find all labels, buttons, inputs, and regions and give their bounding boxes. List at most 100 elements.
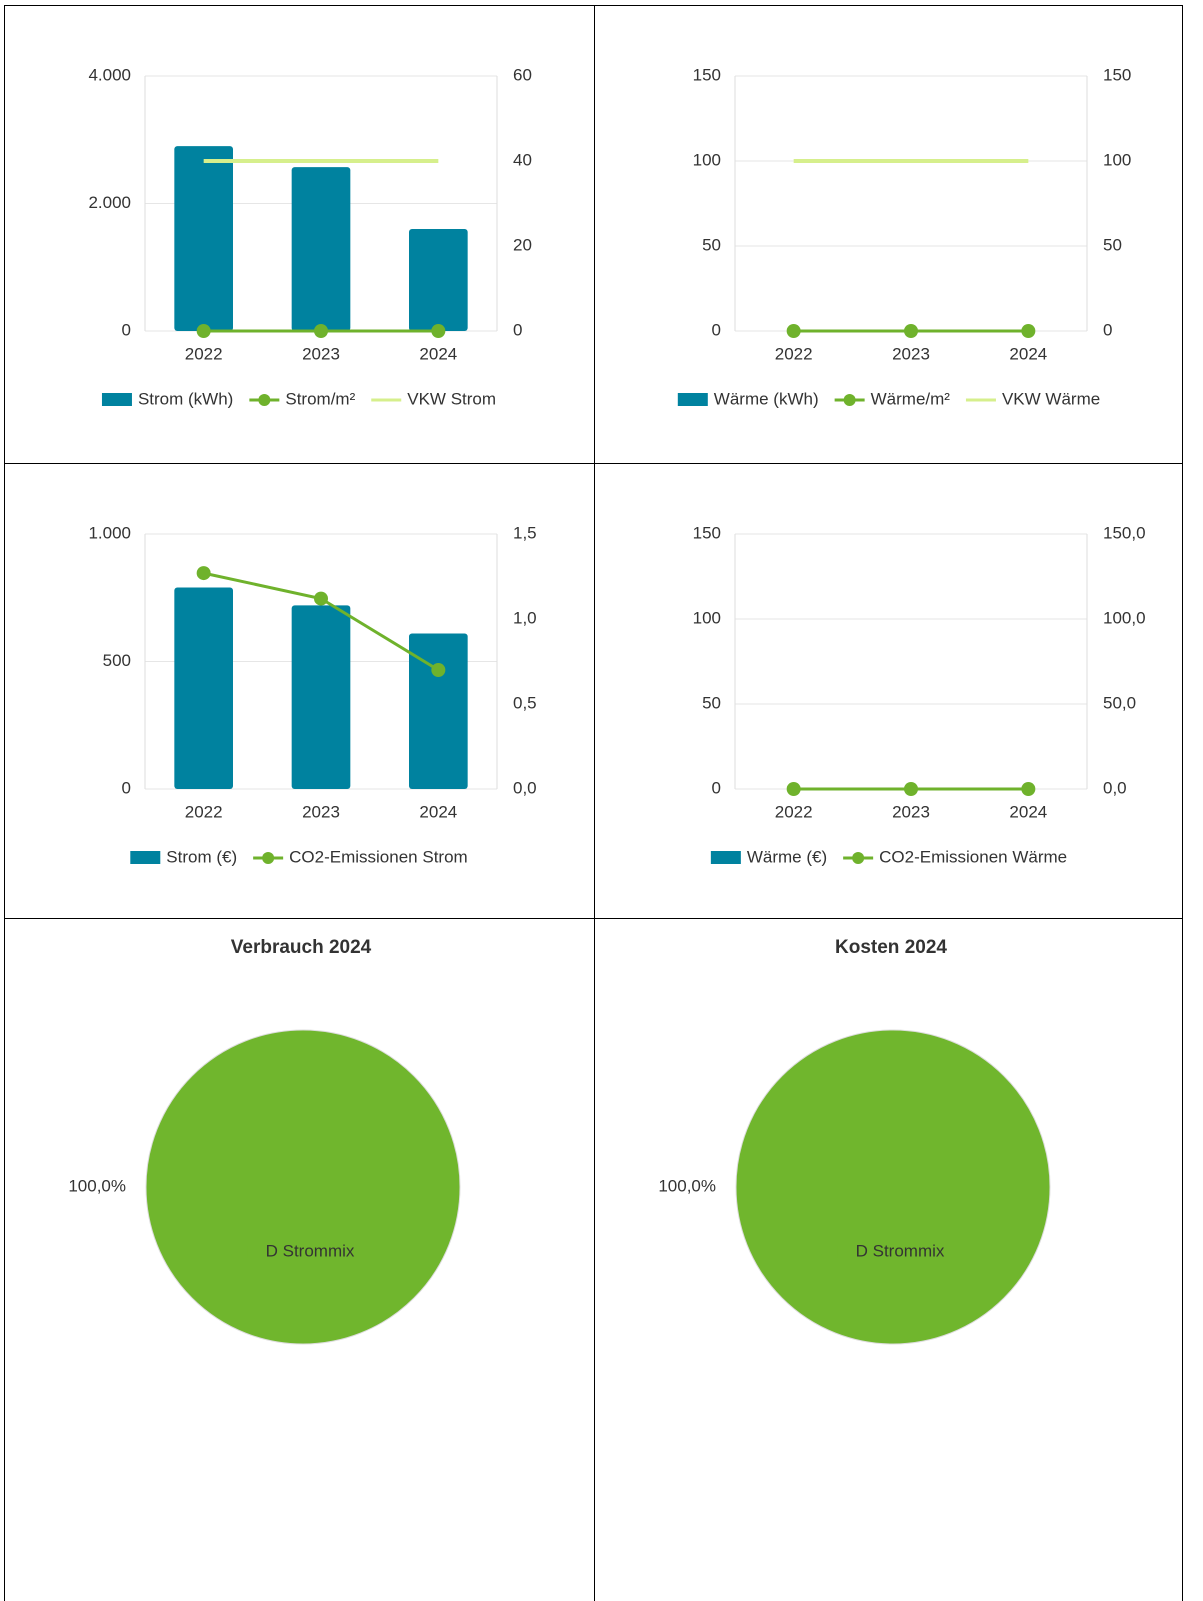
- legend-label: Wärme (€): [747, 847, 827, 866]
- legend-label: D Strommix: [266, 1241, 355, 1260]
- legend-marker: [852, 852, 865, 864]
- x-tick-label: 2023: [892, 802, 930, 821]
- y2-tick-label: 0,5: [513, 693, 537, 712]
- chart: Verbrauch 2024 100,0% D Strommix: [68, 937, 461, 1345]
- bar: [291, 167, 351, 331]
- y-tick-label: 100: [693, 608, 721, 627]
- chart-title: Kosten 2024: [835, 937, 947, 958]
- y2-tick-label: 1,5: [513, 523, 537, 542]
- chart: Kosten 2024 100,0% D Strommix: [658, 937, 1051, 1345]
- y-tick-label: 150: [693, 523, 721, 542]
- legend: Wärme (kWh) Wärme/m² VKW Wärme: [677, 389, 1100, 408]
- bar: [174, 587, 233, 789]
- legend-swatch: [247, 1246, 260, 1258]
- chart-title: Verbrauch 2024: [231, 937, 372, 958]
- legend-label: Strom (€): [166, 847, 237, 866]
- y2-tick-label: 20: [513, 235, 532, 254]
- point: [786, 782, 801, 796]
- legend: D Strommix: [837, 1241, 945, 1260]
- legend-label: Wärme (kWh): [714, 389, 819, 408]
- point: [904, 324, 918, 338]
- y-tick-label: 0: [712, 778, 721, 797]
- legend-swatch: [130, 851, 161, 864]
- data-label: 100,0%: [658, 1176, 716, 1195]
- y-tick-label: 500: [103, 651, 131, 670]
- point: [196, 324, 211, 338]
- bar: [409, 229, 468, 331]
- y2-tick-label: 1,0: [513, 608, 537, 627]
- point: [314, 324, 328, 338]
- bar: [174, 146, 233, 331]
- y2-tick-label: 150: [1103, 65, 1131, 84]
- legend-marker: [262, 852, 275, 864]
- point: [786, 324, 801, 338]
- x-tick-label: 2022: [775, 344, 813, 363]
- legend-marker: [258, 394, 271, 406]
- point: [431, 324, 446, 338]
- x-tick-label: 2023: [302, 344, 340, 363]
- point: [196, 566, 211, 581]
- y2-tick-label: 100: [1103, 150, 1131, 169]
- table-border: [4, 5, 1183, 1601]
- y-tick-label: 4.000: [88, 65, 131, 84]
- chart: 0 50 100 150 0,0 50,0 100,0 150,0 2022 2023 2024 Wä…: [693, 523, 1146, 866]
- y2-tick-label: 50,0: [1103, 693, 1136, 712]
- y2-tick-label: 0: [513, 320, 522, 339]
- x-tick-label: 2023: [302, 802, 340, 821]
- y2-tick-label: 40: [513, 150, 532, 169]
- legend-label: Strom/m²: [285, 389, 355, 408]
- y2-tick-label: 60: [513, 65, 532, 84]
- legend-label: Wärme/m²: [871, 389, 951, 408]
- y2-tick-label: 150,0: [1103, 523, 1146, 542]
- chart: 0 500 1.000 0,0 0,5 1,0 1,5 2022 2023 2024 Strom (…: [88, 523, 536, 866]
- chart: 0 50 100 150 0 50 100 150 2022 2023 2024 Wärme (kWh…: [677, 65, 1131, 408]
- y-tick-label: 50: [702, 693, 721, 712]
- y2-tick-label: 100,0: [1103, 608, 1146, 627]
- legend: Strom (€) CO2-Emissionen Strom: [130, 847, 468, 866]
- legend: Wärme (€) CO2-Emissionen Wärme: [710, 847, 1067, 866]
- x-tick-label: 2022: [185, 802, 223, 821]
- legend-label: CO2-Emissionen Strom: [289, 847, 468, 866]
- point: [314, 591, 328, 606]
- data-label: 100,0%: [68, 1176, 126, 1195]
- legend-label: Strom (kWh): [138, 389, 233, 408]
- chart: 0 2.000 4.000 0 20 40 60 2022 2023 2024 Strom (kWh…: [88, 65, 531, 408]
- bar: [291, 605, 351, 789]
- y-tick-label: 0: [712, 320, 721, 339]
- x-tick-label: 2024: [1009, 802, 1047, 821]
- legend-label: CO2-Emissionen Wärme: [879, 847, 1067, 866]
- y-tick-label: 1.000: [88, 523, 131, 542]
- x-tick-label: 2022: [185, 344, 223, 363]
- legend: D Strommix: [247, 1241, 355, 1260]
- pie-slice: [735, 1029, 1051, 1345]
- y-tick-label: 0: [122, 320, 131, 339]
- y2-tick-label: 0,0: [1103, 778, 1127, 797]
- y-tick-label: 0: [122, 778, 131, 797]
- pie-slice: [145, 1029, 461, 1345]
- x-tick-label: 2023: [892, 344, 930, 363]
- x-tick-label: 2024: [419, 344, 457, 363]
- legend: Strom (kWh) Strom/m² VKW Strom: [101, 389, 496, 408]
- y2-tick-label: 0,0: [513, 778, 537, 797]
- bar: [409, 633, 468, 789]
- x-tick-label: 2024: [419, 802, 457, 821]
- y2-tick-label: 50: [1103, 235, 1122, 254]
- y-tick-label: 100: [693, 150, 721, 169]
- legend-label: VKW Wärme: [1002, 389, 1100, 408]
- x-tick-label: 2022: [775, 802, 813, 821]
- legend-swatch: [677, 393, 708, 406]
- legend-swatch: [101, 393, 132, 406]
- legend-label: D Strommix: [856, 1241, 945, 1260]
- point: [1021, 782, 1036, 796]
- legend-marker: [843, 394, 856, 406]
- legend-label: VKW Strom: [407, 389, 496, 408]
- y-tick-label: 50: [702, 235, 721, 254]
- point: [431, 663, 446, 677]
- legend-swatch: [837, 1246, 850, 1258]
- legend-swatch: [710, 851, 741, 864]
- point: [904, 782, 918, 796]
- y-tick-label: 2.000: [88, 193, 131, 212]
- y2-tick-label: 0: [1103, 320, 1112, 339]
- y-tick-label: 150: [693, 65, 721, 84]
